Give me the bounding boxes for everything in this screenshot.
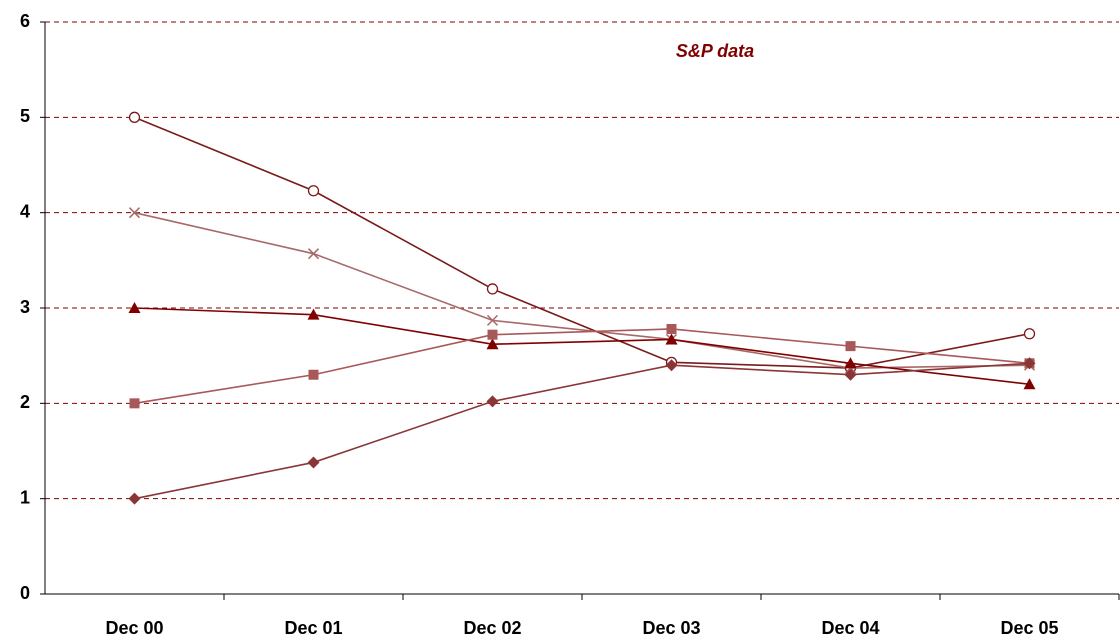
x-tick-label: Dec 04	[821, 618, 879, 638]
marker	[665, 333, 678, 345]
series-line	[134, 116, 1030, 369]
marker	[308, 369, 319, 380]
marker	[487, 329, 498, 340]
y-tick-label: 4	[20, 201, 30, 221]
series-line	[134, 211, 1030, 369]
y-tick-label: 0	[20, 583, 30, 603]
chart-title: S&P data	[676, 41, 754, 61]
x-tick-label: Dec 03	[642, 618, 700, 638]
marker	[486, 338, 499, 350]
marker	[128, 492, 141, 505]
marker	[129, 398, 140, 409]
marker	[486, 314, 499, 326]
y-tick-label: 6	[20, 11, 30, 31]
marker	[665, 359, 678, 372]
marker	[307, 308, 320, 320]
marker	[845, 341, 856, 352]
marker	[1023, 328, 1036, 340]
marker	[128, 207, 141, 219]
marker	[486, 395, 499, 408]
series-line	[134, 328, 1030, 405]
marker	[1023, 378, 1036, 390]
series-line	[134, 362, 1030, 500]
y-tick-label: 5	[20, 106, 30, 126]
y-tick-label: 3	[20, 297, 30, 317]
series-line	[134, 307, 1030, 386]
marker	[307, 248, 320, 260]
marker	[128, 111, 141, 123]
y-tick-label: 2	[20, 392, 30, 412]
marker	[128, 302, 141, 313]
x-tick-label: Dec 02	[463, 618, 521, 638]
marker	[1023, 357, 1036, 370]
marker	[666, 323, 677, 334]
x-tick-label: Dec 00	[105, 618, 163, 638]
marker	[844, 357, 857, 369]
marker	[486, 283, 499, 295]
marker	[844, 368, 857, 381]
x-tick-label: Dec 01	[284, 618, 342, 638]
y-tick-label: 1	[20, 487, 30, 507]
marker	[307, 185, 320, 197]
marker	[307, 456, 320, 469]
x-tick-label: Dec 05	[1000, 618, 1058, 638]
